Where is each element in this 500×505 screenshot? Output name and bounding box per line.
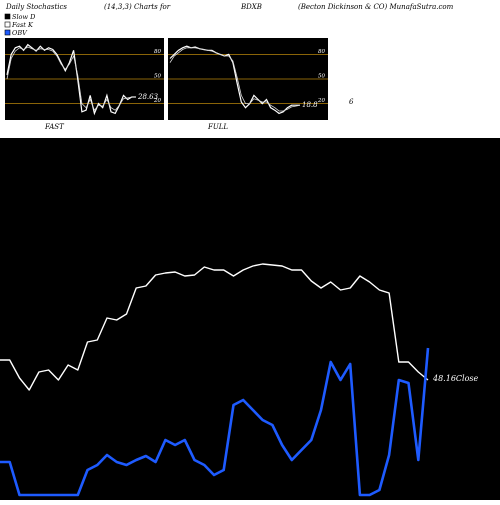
obv-line bbox=[0, 347, 430, 497]
legend-swatch-obv bbox=[4, 29, 11, 36]
full-full-d-line bbox=[169, 47, 301, 112]
header-params: (14,3,3) Charts for bbox=[104, 3, 171, 11]
header-symbol: BDXB bbox=[240, 3, 262, 11]
fast-last-value: 28.63 bbox=[137, 93, 159, 101]
close-value-label: 48.16 bbox=[432, 374, 456, 383]
full-tick-label-50: 50 bbox=[318, 74, 325, 80]
fast-tick-label-50: 50 bbox=[154, 74, 161, 80]
fast-stochastic-panel: 20 50 80 28.63 bbox=[5, 38, 164, 120]
header-title: Daily Stochastics bbox=[5, 3, 67, 11]
fast-fast-k-line bbox=[6, 43, 136, 116]
full-tick-label-80: 80 bbox=[318, 49, 325, 55]
header-company: (Becton Dickinson & CO) MunafaSutra.com bbox=[298, 3, 454, 11]
legend-item-fast-k: Fast K bbox=[4, 21, 34, 29]
fast-tick-label-80: 80 bbox=[154, 49, 161, 55]
price-obv-panel: 48.16Close bbox=[0, 138, 500, 500]
full-panel-title: FULL bbox=[207, 123, 228, 131]
full-last-value: 18.8 bbox=[302, 101, 318, 109]
fast-tick-label-20: 20 bbox=[153, 98, 161, 104]
close-suffix-label: Close bbox=[456, 374, 479, 383]
legend-label-fast-k: Fast K bbox=[11, 21, 34, 29]
legend: Slow D Fast K OBV bbox=[4, 13, 36, 37]
fast-panel-title: FAST bbox=[44, 123, 65, 131]
legend-item-slow-d: Slow D bbox=[4, 13, 36, 21]
legend-swatch-fast-k bbox=[4, 21, 11, 28]
legend-item-obv: OBV bbox=[4, 29, 28, 37]
legend-swatch-slow-d bbox=[4, 13, 11, 20]
legend-label-slow-d: Slow D bbox=[12, 13, 36, 21]
side-annotation: 6 bbox=[349, 98, 354, 106]
main-panel-background bbox=[0, 138, 500, 500]
svg-text:48.16Close: 48.16Close bbox=[432, 374, 479, 383]
legend-label-obv: OBV bbox=[12, 29, 28, 37]
full-stochastic-panel: 20 50 80 18.8 bbox=[168, 38, 328, 120]
price-line bbox=[0, 263, 429, 391]
fast-slow-d-line bbox=[6, 46, 136, 111]
full-tick-label-20: 20 bbox=[317, 98, 325, 104]
